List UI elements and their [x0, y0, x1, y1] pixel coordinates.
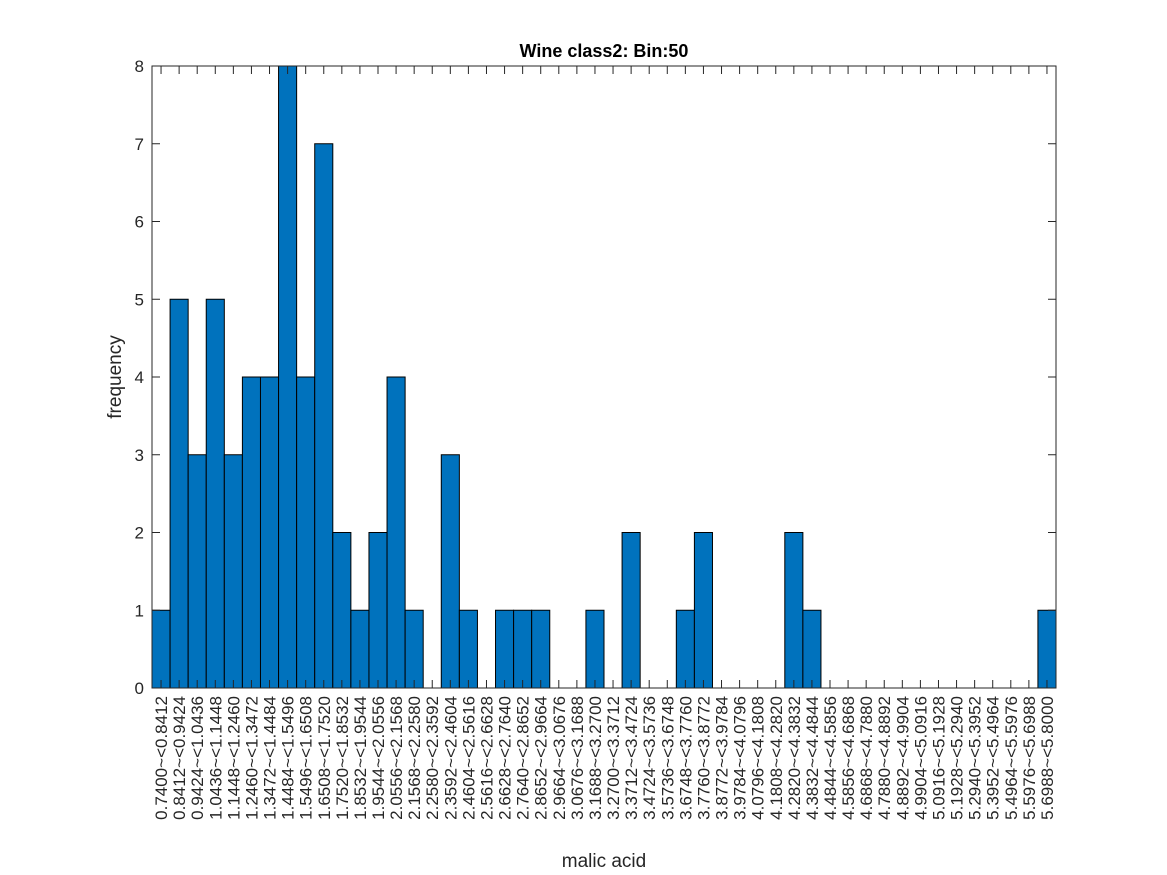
x-tick-label: 3.9784~<4.0796	[731, 696, 750, 820]
x-tick-label: 1.2460~<1.3472	[242, 696, 261, 820]
x-tick-label: 5.1928~<5.2940	[948, 696, 967, 820]
x-tick-label: 5.0916~<5.1928	[929, 696, 948, 820]
x-tick-label: 3.3712~<3.4724	[622, 696, 641, 820]
x-tick-label: 1.6508~<1.7520	[315, 696, 334, 820]
y-tick-label: 0	[135, 679, 144, 698]
x-tick-label: 4.3832~<4.4844	[803, 696, 822, 820]
x-tick-label: 3.5736~<3.6748	[658, 696, 677, 820]
x-tick-label: 4.9904~<5.0916	[911, 696, 930, 820]
x-tick-label: 3.1688~<3.2700	[586, 696, 605, 820]
x-tick-label: 4.5856~<4.6868	[839, 696, 858, 820]
histogram-bar	[495, 609, 515, 689]
x-tick-label: 1.0436~<1.1448	[206, 696, 225, 820]
x-tick-label: 0.7400~<0.8412	[152, 696, 171, 820]
histogram-bar	[314, 143, 334, 689]
histogram-bar	[205, 298, 225, 689]
histogram-bar	[332, 532, 352, 689]
x-tick-label: 4.7880~<4.8892	[875, 696, 894, 820]
axis-ticks	[152, 65, 1056, 689]
y-tick-label: 3	[135, 446, 144, 465]
x-tick-labels: 0.7400~<0.8412 0.8412~<0.9424 0.9424~<1.04…	[152, 696, 1057, 820]
histogram-bar	[169, 298, 189, 689]
x-tick-label: 1.1448~<1.2460	[224, 696, 243, 820]
x-tick-label: 5.6988~<5.8000	[1038, 696, 1057, 820]
x-tick-label: 5.2940~<5.3952	[966, 696, 985, 820]
axes-box	[151, 65, 1057, 689]
x-tick-label: 1.9544~<2.0556	[369, 696, 388, 820]
histogram-bar	[802, 609, 822, 689]
histogram-bar	[531, 609, 551, 689]
x-tick-label: 1.3472~<1.4484	[261, 696, 280, 820]
x-tick-label: 0.9424~<1.0436	[188, 696, 207, 820]
histogram-bar	[368, 532, 388, 689]
x-tick-label: 3.2700~<3.3712	[604, 696, 623, 820]
x-tick-label: 1.4484~<1.5496	[279, 696, 298, 820]
y-tick-label: 8	[135, 57, 144, 76]
histogram-bar	[458, 609, 478, 689]
x-tick-label: 2.2580~<2.3592	[423, 696, 442, 820]
bars	[151, 65, 1057, 689]
y-axis-label: frequency	[105, 335, 126, 419]
histogram-bar	[187, 454, 207, 689]
x-tick-label: 4.2820~<4.3832	[785, 696, 804, 820]
x-tick-label: 2.4604~<2.5616	[459, 696, 478, 820]
histogram-bar	[513, 609, 533, 689]
histogram-bar	[1037, 609, 1057, 689]
histogram-bar	[386, 376, 406, 689]
y-tick-labels: 0 1 2 3 4 5 6 7 8	[135, 57, 144, 698]
x-tick-label: 5.4964~<5.5976	[1002, 696, 1021, 820]
x-tick-label: 3.7760~<3.8772	[694, 696, 713, 820]
x-tick-label: 2.7640~<2.8652	[514, 696, 533, 820]
x-tick-label: 4.0796~<4.1808	[749, 696, 768, 820]
histogram-bar	[675, 609, 695, 689]
x-tick-label: 4.6868~<4.7880	[857, 696, 876, 820]
x-tick-label: 2.0556~<2.1568	[387, 696, 406, 820]
histogram-bar	[440, 454, 460, 689]
x-tick-label: 3.0676~<3.1688	[568, 696, 587, 820]
x-tick-label: 1.5496~<1.6508	[297, 696, 316, 820]
x-tick-label: 2.5616~<2.6628	[477, 696, 496, 820]
x-tick-label: 3.8772~<3.9784	[713, 696, 732, 820]
x-tick-label: 1.8532~<1.9544	[351, 696, 370, 820]
x-tick-label: 3.6748~<3.7760	[676, 696, 695, 820]
y-tick-label: 4	[135, 368, 144, 387]
chart-title: Wine class2: Bin:50	[520, 41, 689, 61]
histogram-bar	[296, 376, 316, 689]
histogram-bar	[585, 609, 605, 689]
histogram-bar	[259, 376, 280, 689]
x-tick-label: 0.8412~<0.9424	[170, 696, 189, 820]
histogram-bar	[621, 532, 641, 689]
y-tick-label: 7	[135, 135, 144, 154]
x-tick-label: 2.6628~<2.7640	[496, 696, 515, 820]
x-tick-label: 2.8652~<2.9664	[532, 696, 551, 820]
x-tick-label: 5.3952~<5.4964	[984, 696, 1003, 820]
y-tick-label: 6	[135, 213, 144, 232]
histogram-bar	[404, 609, 424, 689]
x-tick-label: 4.8892~<4.9904	[893, 696, 912, 820]
x-tick-label: 3.4724~<3.5736	[640, 696, 659, 820]
histogram-bar	[784, 532, 804, 689]
histogram-bar	[350, 609, 370, 689]
x-tick-label: 4.4844~<4.5856	[821, 696, 840, 820]
x-tick-label: 2.3592~<2.4604	[441, 696, 460, 820]
x-axis-label: malic acid	[562, 851, 646, 872]
x-tick-label: 5.5976~<5.6988	[1020, 696, 1039, 820]
histogram-bar	[241, 376, 261, 689]
x-tick-label: 1.7520~<1.8532	[333, 696, 352, 820]
histogram-bar	[278, 65, 298, 689]
y-tick-label: 1	[135, 601, 144, 620]
histogram-bar	[223, 454, 243, 689]
histogram-bar	[693, 532, 713, 689]
x-tick-label: 4.1808~<4.2820	[767, 696, 786, 820]
x-tick-label: 2.1568~<2.2580	[405, 696, 424, 820]
x-tick-label: 2.9664~<3.0676	[550, 696, 569, 820]
y-tick-label: 5	[135, 290, 144, 309]
y-tick-label: 2	[135, 524, 144, 543]
histogram-bar	[151, 609, 171, 689]
